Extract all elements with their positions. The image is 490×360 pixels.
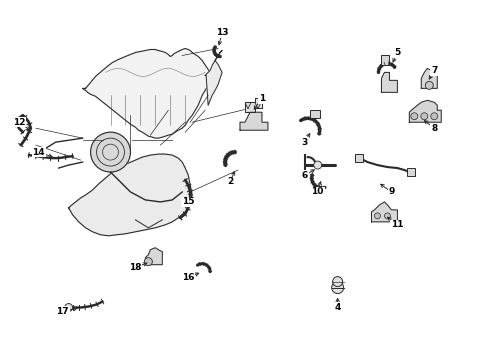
Polygon shape (245, 98, 262, 112)
Text: 7: 7 (431, 66, 438, 75)
Bar (407, 168, 416, 176)
Bar (382, 55, 390, 66)
Text: 9: 9 (388, 188, 394, 197)
Polygon shape (240, 112, 268, 130)
Polygon shape (146, 248, 162, 265)
Circle shape (385, 213, 391, 219)
Text: 12: 12 (13, 118, 25, 127)
Circle shape (333, 276, 343, 287)
Text: 17: 17 (56, 307, 69, 316)
Circle shape (411, 113, 418, 120)
Circle shape (425, 81, 433, 89)
Text: 5: 5 (394, 48, 400, 57)
Circle shape (421, 113, 428, 120)
Polygon shape (83, 49, 212, 138)
Text: 10: 10 (312, 188, 324, 197)
Text: 6: 6 (302, 171, 308, 180)
Text: 15: 15 (182, 197, 195, 206)
Circle shape (65, 303, 73, 311)
Polygon shape (421, 68, 437, 88)
Polygon shape (69, 154, 192, 236)
Bar (355, 154, 363, 162)
Text: 16: 16 (182, 273, 195, 282)
Circle shape (332, 282, 343, 293)
Text: 3: 3 (302, 138, 308, 147)
Polygon shape (205, 50, 222, 105)
Circle shape (91, 132, 130, 172)
Text: 4: 4 (335, 303, 341, 312)
Circle shape (431, 113, 438, 120)
Circle shape (145, 258, 152, 266)
Text: 1: 1 (259, 94, 265, 103)
Polygon shape (409, 100, 441, 122)
Text: 13: 13 (216, 28, 228, 37)
Text: 11: 11 (391, 220, 404, 229)
Polygon shape (371, 202, 397, 222)
Text: 18: 18 (129, 263, 142, 272)
Circle shape (314, 161, 322, 169)
Bar (310, 110, 319, 118)
Text: 14: 14 (32, 148, 45, 157)
Text: 8: 8 (431, 124, 438, 133)
Circle shape (374, 213, 380, 219)
Polygon shape (382, 72, 397, 92)
Text: 2: 2 (227, 177, 233, 186)
